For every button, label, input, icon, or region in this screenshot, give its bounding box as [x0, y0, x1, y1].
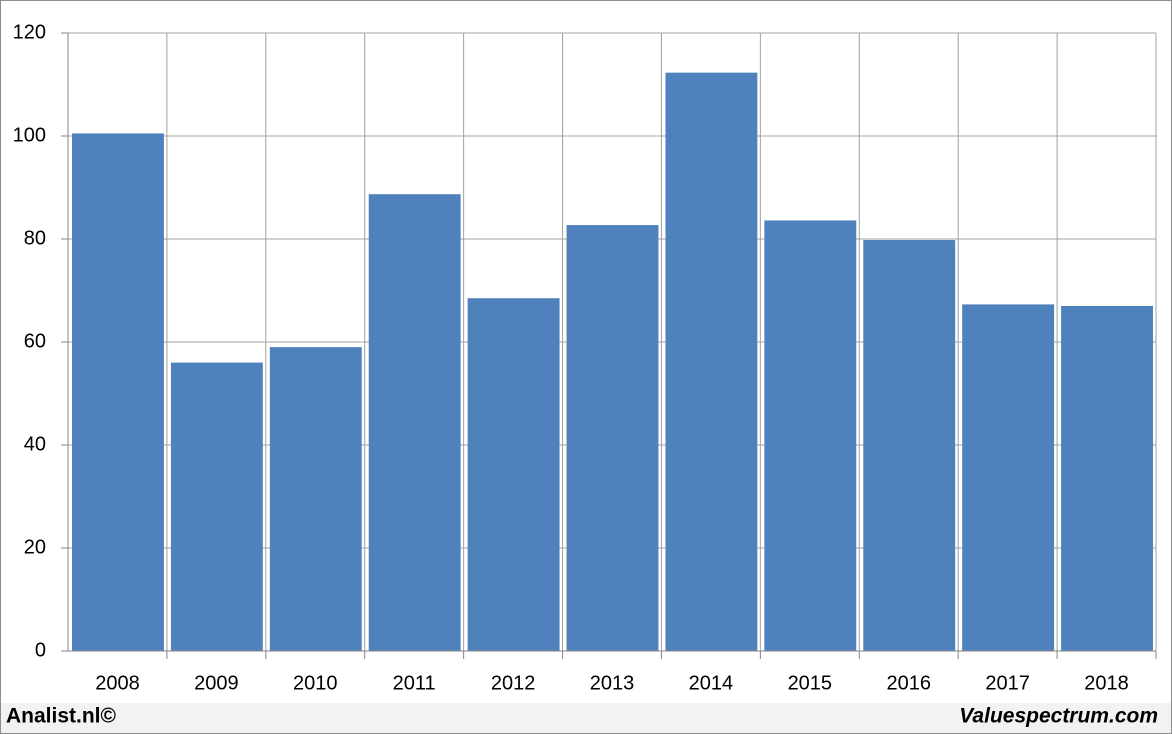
y-tick-label: 80: [24, 227, 46, 249]
x-tick-label: 2014: [689, 672, 734, 694]
x-tick-label: 2012: [491, 672, 536, 694]
bar: [1061, 305, 1153, 651]
y-tick-label: 60: [24, 330, 46, 352]
bar: [566, 225, 659, 651]
bar: [665, 72, 758, 651]
bar: [863, 240, 956, 651]
footer-left: Analist.nl©: [6, 705, 117, 728]
x-tick-label: 2017: [985, 672, 1030, 694]
bar: [962, 304, 1055, 651]
x-tick-label: 2011: [393, 672, 436, 694]
y-tick-label: 120: [13, 21, 46, 43]
y-tick-label: 20: [24, 536, 46, 558]
x-tick-label: 2015: [788, 672, 833, 694]
footer-band: [1, 703, 1171, 733]
x-tick-label: 2008: [95, 672, 140, 694]
x-tick-label: 2018: [1084, 672, 1129, 694]
y-tick-label: 40: [24, 433, 46, 455]
bar: [467, 298, 560, 651]
bar: [72, 133, 164, 652]
y-tick-label: 100: [13, 124, 46, 146]
x-tick-label: 2016: [886, 672, 931, 694]
x-tick-label: 2010: [293, 672, 338, 694]
bar: [764, 220, 857, 651]
bar: [368, 194, 461, 651]
footer-right: Valuespectrum.com: [959, 705, 1158, 728]
x-tick-label: 2009: [194, 672, 239, 694]
bar: [269, 347, 362, 651]
bar: [170, 362, 263, 651]
y-tick-label: 0: [35, 639, 46, 661]
x-tick-label: 2013: [590, 672, 635, 694]
